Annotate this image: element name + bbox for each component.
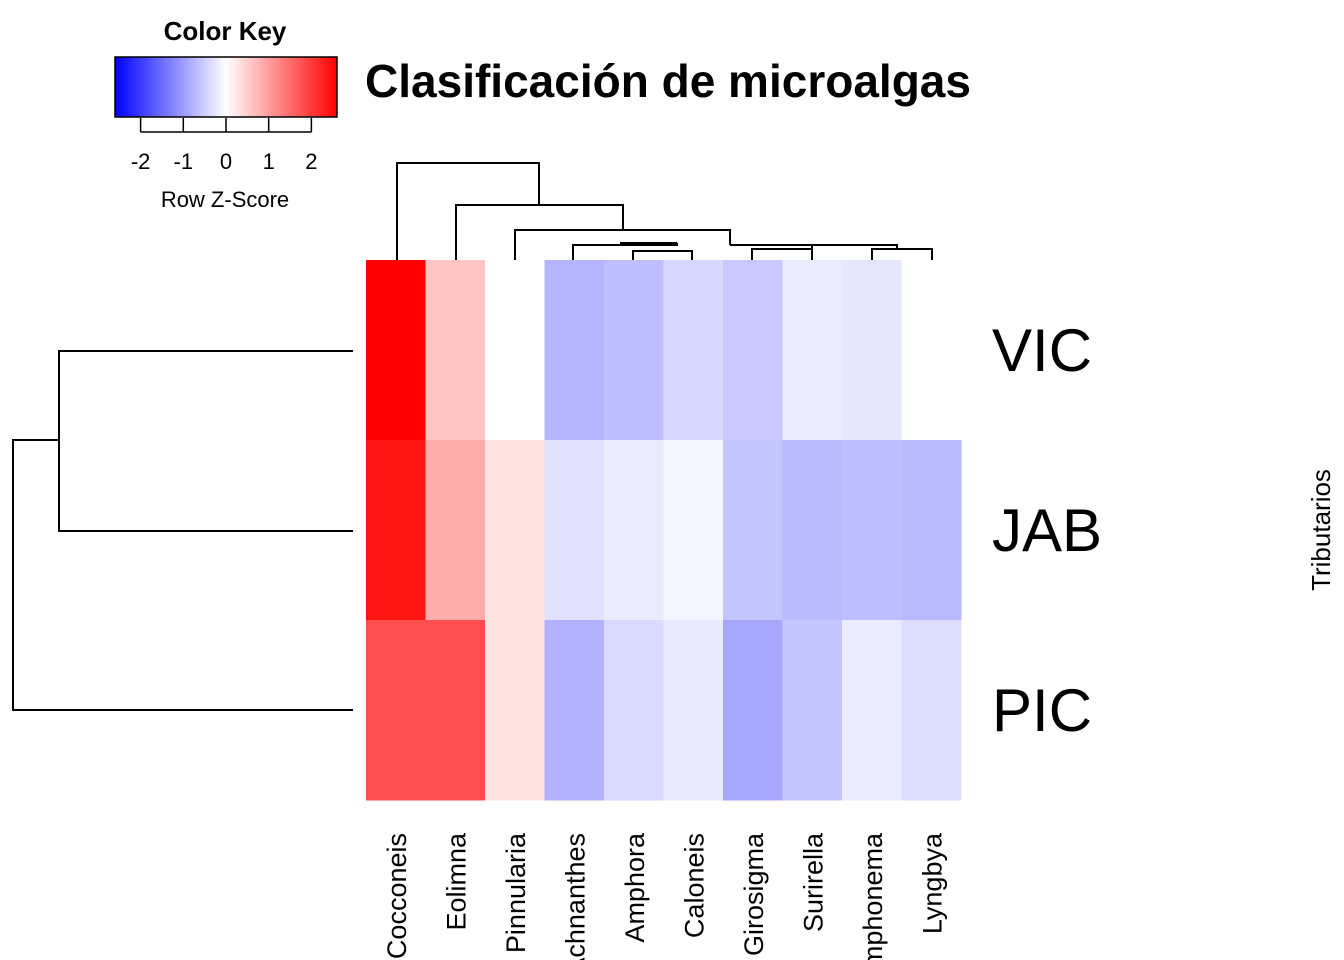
- row-dendrogram: [12, 350, 353, 711]
- heatmap-cell-JAB-Girosigma: [723, 440, 783, 621]
- heatmap-cell-VIC-Amphora: [604, 260, 664, 441]
- color-key-tick-label: 2: [305, 149, 317, 174]
- heatmap-cell-JAB-Pinnularia: [485, 440, 545, 621]
- row-label-VIC: VIC: [992, 317, 1092, 384]
- heatmap-cell-JAB-Gomphonema: [842, 440, 902, 621]
- color-key-tick-label: -1: [174, 149, 194, 174]
- color-key-tick-label: 1: [263, 149, 275, 174]
- heatmap-cell-JAB-Amphora: [604, 440, 664, 621]
- row-labels: VIC JAB PIC: [992, 317, 1102, 744]
- heatmap-cell-PIC-Lyngbya: [901, 620, 962, 801]
- row-axis-title: Tributarios: [1306, 469, 1336, 591]
- column-label-pinnularia: Pinnularia: [501, 832, 531, 953]
- heatmap-cells: [366, 260, 962, 801]
- column-label-lyngbya: Lyngbya: [917, 832, 947, 934]
- heatmap-cell-VIC-Pinnularia: [485, 260, 545, 441]
- heatmap-cell-VIC-Girosigma: [723, 260, 783, 441]
- row-label-JAB: JAB: [992, 497, 1102, 564]
- heatmap-cell-JAB-Lyngbya: [901, 440, 962, 621]
- heatmap-cell-VIC-Gomphonema: [842, 260, 902, 441]
- column-label-caloneis: Caloneis: [679, 833, 709, 938]
- column-label-amphora: Amphora: [620, 832, 650, 943]
- heatmap-cell-PIC-Eolimna: [425, 620, 486, 801]
- color-key-tick-label: 0: [220, 149, 232, 174]
- heatmap-cell-VIC-Surirella: [782, 260, 843, 441]
- heatmap-cell-VIC-Caloneis: [663, 260, 724, 441]
- heatmap-cell-PIC-Cocconeis: [366, 620, 426, 801]
- heatmap-cell-PIC-Pinnularia: [485, 620, 545, 801]
- heatmap-cell-JAB-Eolimna: [425, 440, 486, 621]
- heatmap-cell-VIC-Lyngbya: [901, 260, 962, 441]
- color-key: Color Key -2 -1 0 1 2 Row Z-Score: [114, 16, 338, 212]
- heatmap-cell-PIC-Girosigma: [723, 620, 783, 801]
- heatmap-cell-PIC-Surirella: [782, 620, 843, 801]
- heatmap-cell-JAB-Caloneis: [663, 440, 724, 621]
- heatmap-cell-JAB-Achnanthes: [544, 440, 605, 621]
- color-key-axis: -2 -1 0 1 2: [131, 118, 318, 174]
- row-label-PIC: PIC: [992, 677, 1092, 744]
- heatmap-cell-VIC-Eolimna: [425, 260, 486, 441]
- column-label-gomphonema: Gomphonema: [858, 832, 888, 960]
- column-label-cocconeis: Cocconeis: [382, 833, 412, 959]
- column-label-surirella: Surirella: [798, 832, 828, 932]
- column-label-achnanthes: Achnanthes: [560, 833, 590, 960]
- heatmap-cell-PIC-Caloneis: [663, 620, 724, 801]
- column-label-eolimna: Eolimna: [441, 832, 471, 931]
- column-labels: Cocconeis Eolimna Pinnularia Achnanthes Amph…: [382, 832, 948, 960]
- column-label-girosigma: Girosigma: [739, 832, 769, 956]
- color-key-title: Color Key: [164, 16, 287, 46]
- heatmap-cell-JAB-Cocconeis: [366, 440, 426, 621]
- chart-title: Clasificación de microalgas: [365, 55, 971, 107]
- heatmap-cell-VIC-Cocconeis: [366, 260, 426, 441]
- column-dendrogram: [396, 162, 933, 260]
- heatmap-cell-JAB-Surirella: [782, 440, 843, 621]
- heatmap-cell-PIC-Achnanthes: [544, 620, 605, 801]
- heatmap-cell-VIC-Achnanthes: [544, 260, 605, 441]
- heatmap-cell-PIC-Gomphonema: [842, 620, 902, 801]
- color-key-gradient: [114, 56, 338, 118]
- color-key-tick-label: -2: [131, 149, 151, 174]
- color-key-label: Row Z-Score: [161, 187, 289, 212]
- heatmap-cell-PIC-Amphora: [604, 620, 664, 801]
